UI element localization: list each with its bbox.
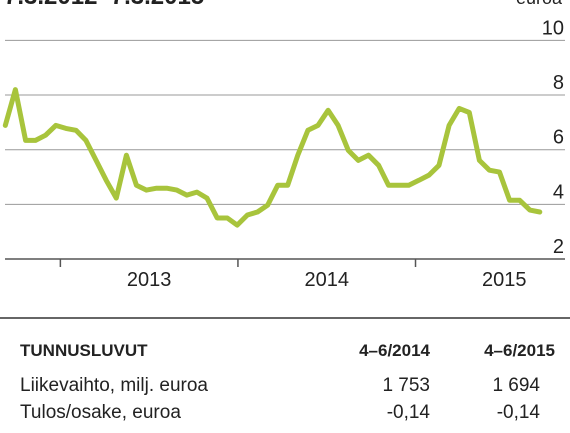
table-cell: 1 753 [382, 375, 430, 396]
table-cell: Liikevaihto, milj. euroa [20, 375, 208, 396]
table-header: 4–6/2015 [484, 341, 555, 360]
y-tick-label: 2 [553, 236, 564, 258]
table-cell: -0,14 [497, 402, 541, 423]
x-label: 2013 [127, 269, 172, 291]
y-unit: euroa [516, 0, 563, 8]
x-label: 2014 [304, 269, 349, 291]
x-label: 2015 [482, 269, 527, 291]
chart-title: 7.3.2012–7.3.2015 [4, 0, 204, 10]
table-header: TUNNUSLUVUT [20, 341, 148, 360]
y-tick-label: 4 [553, 181, 564, 203]
y-tick-label: 10 [542, 17, 564, 39]
line-series [2, 87, 543, 228]
table-cell: Tulos/osake, euroa [20, 402, 181, 423]
table-cell: -0,14 [387, 402, 431, 423]
y-tick-label: 6 [553, 127, 564, 149]
table-cell: 1 694 [492, 375, 540, 396]
table-header: 4–6/2014 [359, 341, 430, 360]
y-tick-label: 8 [553, 72, 564, 94]
